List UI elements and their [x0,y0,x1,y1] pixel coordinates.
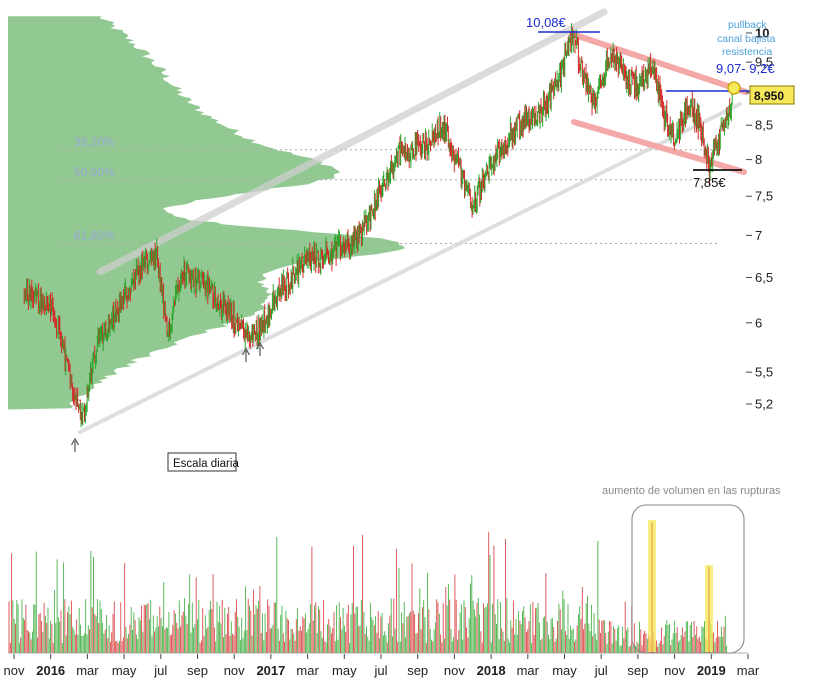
y-tick-label: 9,5 [755,55,773,70]
volume-profile [8,16,405,410]
volume-note-label: aumento de volumen en las rupturas [602,485,781,497]
ascending-channel [78,8,742,434]
target-range-label: 9,07- 9,2€ [716,61,775,76]
last-price-label: 8,950 [754,89,784,103]
volume-highlight: aumento de volumen en las rupturas [602,485,781,654]
x-tick-label: 2016 [36,663,65,678]
x-tick-label: sep [627,663,648,678]
x-tick-label: 2017 [256,663,285,678]
bear-channel-lower [571,119,747,175]
x-tick-label: mar [76,663,99,678]
y-tick-label: 6,5 [755,270,773,285]
price-series [23,23,733,428]
x-tick-label: 2018 [477,663,506,678]
low-price-label: 7,85€ [693,175,726,190]
x-tick-label: may [332,663,357,678]
fib-label: 38,20% [74,135,115,149]
x-tick-label: may [112,663,137,678]
y-tick-label: 7,5 [755,189,773,204]
arrow-up-icon [70,437,80,452]
bear-channel-upper [569,31,749,95]
y-tick-label: 7 [755,228,762,243]
key-levels [538,31,760,171]
y-tick-label: 5,5 [755,365,773,380]
y-tick-label: 6 [755,315,762,330]
fib-label: 50,00% [74,165,115,179]
volume-rupture-box [631,504,745,654]
low-arrows [70,341,265,452]
high-price-label: 10,08€ [526,15,567,30]
x-tick-label: sep [187,663,208,678]
scale-note-box: Escala diaria [167,452,239,472]
x-tick-label: mar [517,663,540,678]
x-tick-label: 2019 [697,663,726,678]
x-tick-label: may [552,663,577,678]
x-tick-label: nov [4,663,25,678]
y-tick-label: 5,2 [755,397,773,412]
pullback-note-line3: resistencia [722,46,772,58]
x-tick-label: nov [664,663,685,678]
arrow-up-icon [255,341,265,356]
y-axis: 109,598,587,576,565,55,2 [746,26,773,412]
x-axis: nov 2016 mar may jul sep nov 2017 mar may jul sep no… [4,654,760,678]
pullback-circle [727,81,741,95]
x-tick-label: jul [153,663,167,678]
volume-spike-1 [648,520,656,652]
arrow-up-icon [241,347,251,362]
x-tick-label: mar [296,663,319,678]
fib-label: 61,80% [74,229,115,243]
pullback-note-line1: pullback [728,19,767,31]
pullback-note-line2: canal bajista [717,33,776,45]
last-price-box [749,85,795,105]
volume-profile-area [8,16,405,410]
channel-upper-line [96,8,608,276]
descending-channel [569,31,749,175]
y-tick-label: 8,5 [755,118,773,133]
volume-series [8,522,748,654]
y-tick-label: 10 [755,26,769,41]
channel-lower-line [78,102,742,434]
x-tick-label: nov [224,663,245,678]
volume-spike-2 [705,565,713,652]
scale-note-label: Escala diaria [173,458,239,470]
x-tick-label: nov [444,663,465,678]
x-tick-label: jul [373,663,387,678]
y-tick-label: 8 [755,152,762,167]
x-tick-label: jul [594,663,608,678]
x-tick-label: sep [407,663,428,678]
x-tick-label: mar [737,663,760,678]
last-price-badge: 8,950 [749,85,795,105]
